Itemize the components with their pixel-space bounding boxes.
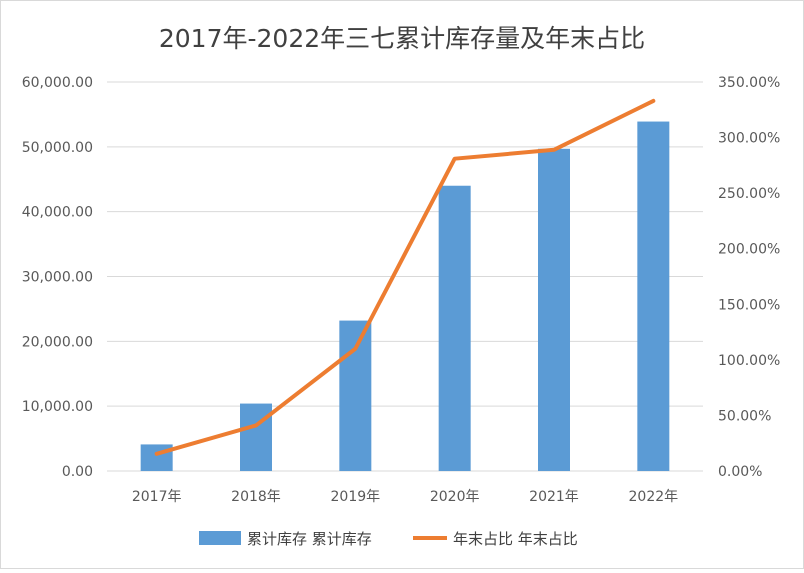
right-tick-label: 250.00% bbox=[718, 186, 780, 202]
legend: 累计库存 累计库存 年末占比 年末占比 bbox=[199, 530, 578, 548]
left-tick-label: 30,000.00 bbox=[22, 270, 93, 286]
chart-title: 2017年-2022年三七累计库存量及年末占比 bbox=[159, 24, 645, 53]
left-tick-label: 10,000.00 bbox=[22, 399, 93, 415]
right-tick-label: 300.00% bbox=[718, 131, 780, 147]
series-line bbox=[154, 98, 656, 456]
left-tick-label: 40,000.00 bbox=[22, 205, 93, 221]
x-tick-label: 2019年 bbox=[331, 489, 381, 505]
x-tick-label: 2018年 bbox=[231, 489, 281, 505]
bar bbox=[538, 148, 570, 472]
x-tick-label: 2017年 bbox=[132, 489, 182, 505]
bar bbox=[140, 444, 173, 471]
bar bbox=[339, 320, 372, 471]
left-tick-label: 60,000.00 bbox=[22, 75, 93, 91]
line-series bbox=[154, 98, 656, 456]
left-tick-label: 20,000.00 bbox=[22, 334, 93, 350]
x-axis-ticks: 2017年 2018年 2019年 2020年 2021年 2022年 bbox=[132, 489, 678, 505]
left-tick-label: 50,000.00 bbox=[22, 140, 93, 156]
left-axis-ticks: 0.00 10,000.00 20,000.00 30,000.00 40,000.00… bbox=[22, 75, 93, 480]
right-tick-label: 350.00% bbox=[718, 75, 780, 91]
bar bbox=[240, 403, 272, 471]
right-tick-label: 50.00% bbox=[718, 408, 771, 424]
x-tick-label: 2021年 bbox=[529, 489, 579, 505]
legend-bar-label: 累计库存 累计库存 bbox=[247, 530, 372, 548]
bar bbox=[438, 185, 471, 471]
x-tick-label: 2022年 bbox=[629, 489, 679, 505]
left-tick-label: 0.00 bbox=[62, 464, 93, 480]
right-tick-label: 200.00% bbox=[718, 242, 780, 258]
legend-line-label: 年末占比 年末占比 bbox=[453, 530, 578, 548]
bar-series bbox=[140, 121, 670, 472]
right-tick-label: 150.00% bbox=[718, 297, 780, 313]
x-tick-label: 2020年 bbox=[430, 489, 480, 505]
bar bbox=[637, 121, 670, 471]
legend-bar-swatch bbox=[199, 531, 241, 545]
right-tick-label: 100.00% bbox=[718, 353, 780, 369]
right-axis-ticks: 0.00% 50.00% 100.00% 150.00% 200.00% 250.00% 3… bbox=[718, 75, 780, 480]
gridlines bbox=[107, 81, 703, 472]
right-tick-label: 0.00% bbox=[718, 464, 762, 480]
